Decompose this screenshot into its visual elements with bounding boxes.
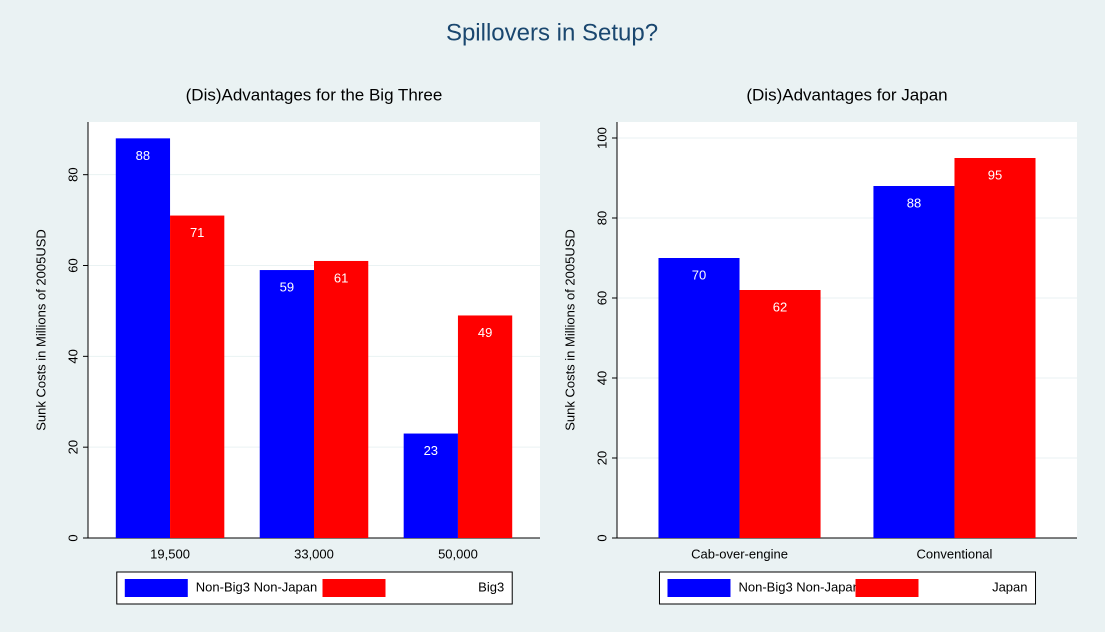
legend-swatch	[855, 579, 919, 597]
bar	[658, 258, 740, 538]
bar	[403, 433, 458, 538]
value-label: 23	[424, 443, 438, 458]
y-tick-label: 0	[65, 534, 80, 541]
bar	[314, 260, 369, 538]
chart-title: Spillovers in Setup?	[446, 19, 658, 46]
y-tick-label: 100	[594, 127, 609, 149]
x-tick-label: 33,000	[294, 546, 334, 561]
value-label: 62	[773, 299, 787, 314]
value-label: 70	[692, 267, 706, 282]
y-tick-label: 20	[594, 451, 609, 465]
y-tick-label: 40	[65, 349, 80, 363]
legend-swatch	[322, 579, 386, 597]
subplot-title: (Dis)Advantages for Japan	[746, 85, 947, 104]
x-tick-label: Cab-over-engine	[691, 546, 788, 561]
y-tick-label: 0	[594, 534, 609, 541]
y-tick-label: 60	[65, 258, 80, 272]
y-tick-label: 80	[594, 211, 609, 225]
legend-label: Big3	[478, 579, 504, 594]
bar	[739, 290, 821, 538]
value-label: 88	[136, 148, 150, 163]
legend-label: Non-Big3 Non-Japan	[738, 579, 859, 594]
legend-swatch	[667, 579, 731, 597]
legend-swatch	[124, 579, 188, 597]
legend-label: Japan	[992, 579, 1027, 594]
x-tick-label: 50,000	[438, 546, 478, 561]
value-label: 49	[478, 325, 492, 340]
y-tick-label: 60	[594, 291, 609, 305]
y-tick-label: 80	[65, 167, 80, 181]
x-tick-label: 19,500	[150, 546, 190, 561]
value-label: 61	[334, 270, 348, 285]
bar	[457, 315, 513, 538]
value-label: 88	[907, 195, 921, 210]
legend-label: Non-Big3 Non-Japan	[196, 579, 317, 594]
value-label: 71	[190, 225, 204, 240]
bar	[115, 138, 171, 538]
y-tick-label: 20	[65, 440, 80, 454]
value-label: 95	[988, 167, 1002, 182]
x-tick-label: Conventional	[917, 546, 993, 561]
y-axis-label: Sunk Costs in Millions of 2005USD	[33, 229, 48, 431]
value-label: 59	[280, 279, 294, 294]
subplot-title: (Dis)Advantages for the Big Three	[186, 85, 443, 104]
bar	[170, 215, 225, 539]
bar	[954, 158, 1036, 538]
y-tick-label: 40	[594, 371, 609, 385]
bar	[259, 270, 314, 538]
bar	[873, 186, 955, 538]
y-axis-label: Sunk Costs in Millions of 2005USD	[562, 229, 577, 431]
